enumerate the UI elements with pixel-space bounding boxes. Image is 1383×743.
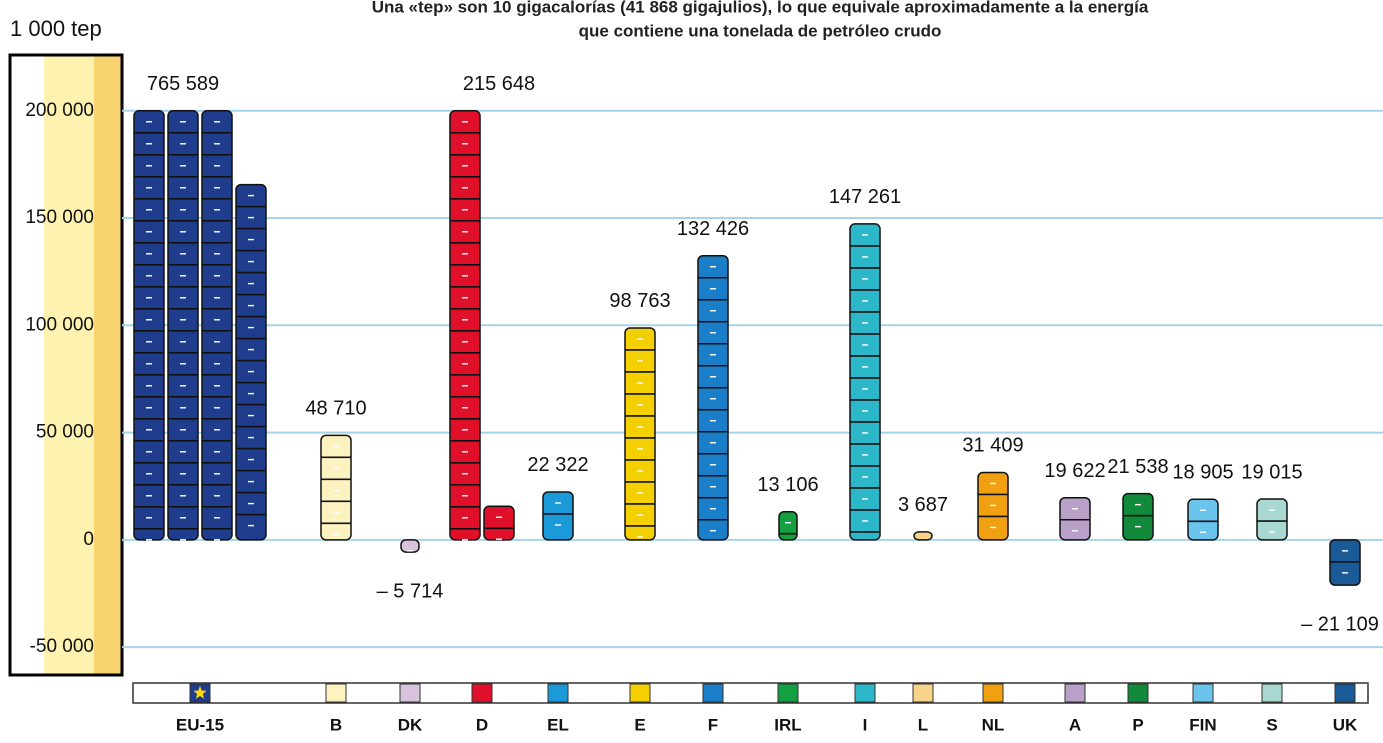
legend-label: FIN: [1189, 715, 1216, 734]
axis-stripe: [44, 55, 94, 675]
value-label: 215 648: [463, 73, 535, 95]
legend-swatch: [471, 683, 493, 703]
legend-label: E: [634, 715, 645, 734]
value-label: 18 905: [1172, 462, 1233, 484]
legend-label: L: [918, 715, 928, 734]
bar: [1122, 492, 1154, 541]
y-tick-label: -50 000: [30, 636, 94, 657]
legend-frame: [132, 682, 1369, 704]
value-label: 48 710: [305, 398, 366, 420]
y-tick-label: 100 000: [25, 314, 94, 335]
bar: [913, 531, 933, 541]
legend-star: [193, 686, 207, 699]
legend-label: DK: [398, 715, 423, 734]
bar: [201, 110, 233, 541]
value-label: 19 622: [1044, 460, 1105, 482]
value-label: 21 538: [1107, 456, 1168, 478]
bar: [778, 510, 798, 541]
bar: [167, 110, 199, 541]
y-tick-label: 200 000: [25, 100, 94, 121]
legend-label: EU-15: [176, 715, 224, 734]
legend-swatch: [1261, 683, 1283, 703]
legend-label: IRL: [774, 715, 801, 734]
value-label: – 5 714: [377, 580, 444, 602]
legend-swatch: [325, 683, 347, 703]
legend-swatch: [399, 683, 421, 703]
legend-label: UK: [1333, 715, 1358, 734]
legend-swatch: [1064, 683, 1086, 703]
bar: [624, 327, 656, 541]
axis-frame: [8, 53, 124, 677]
axis-stripe: [94, 55, 122, 675]
legend-label: P: [1132, 715, 1143, 734]
legend-swatch: [702, 683, 724, 703]
bar: [235, 183, 267, 541]
bar: [133, 110, 165, 541]
legend-label: B: [330, 715, 342, 734]
value-label: 3 687: [898, 494, 948, 516]
legend-label: EL: [547, 715, 569, 734]
legend-swatch: [777, 683, 799, 703]
bar: [483, 505, 515, 541]
legend-swatch: [629, 683, 651, 703]
legend-label: D: [476, 715, 488, 734]
legend-swatch: [547, 683, 569, 703]
legend-swatch: [1334, 683, 1356, 703]
bar: [1256, 498, 1288, 541]
bar: [697, 254, 729, 541]
chart-subtitle: que contiene una tonelada de petróleo cr…: [579, 21, 942, 40]
legend-label: I: [863, 715, 868, 734]
bar: [400, 539, 420, 553]
value-label: 765 589: [147, 73, 219, 95]
bar: [542, 491, 574, 541]
bar: [849, 223, 881, 541]
legend-label: A: [1069, 715, 1081, 734]
legend-label: NL: [982, 715, 1005, 734]
y-tick-label: 0: [83, 529, 94, 550]
chart-title: Una «tep» son 10 gigacalorías (41 868 gi…: [372, 0, 1149, 16]
value-label: 31 409: [962, 435, 1023, 457]
legend-swatch: [1127, 683, 1149, 703]
value-label: – 21 109: [1301, 613, 1379, 635]
value-label: 147 261: [829, 186, 901, 208]
value-label: 22 322: [527, 454, 588, 476]
bar: [449, 110, 481, 541]
legend-swatch: [854, 683, 876, 703]
value-label: 98 763: [609, 290, 670, 312]
legend-label: F: [708, 715, 718, 734]
value-label: 19 015: [1241, 461, 1302, 483]
legend-label: S: [1266, 715, 1277, 734]
y-tick-label: 50 000: [36, 422, 94, 443]
value-label: 132 426: [677, 218, 749, 240]
value-label: 13 106: [757, 474, 818, 496]
legend-swatch: [1192, 683, 1214, 703]
y-tick-label: 150 000: [25, 207, 94, 228]
legend-swatch: [982, 683, 1004, 703]
bar: [1187, 498, 1219, 541]
legend-swatch: [912, 683, 934, 703]
y-axis-label: 1 000 tep: [10, 16, 102, 41]
bar: [320, 434, 352, 541]
bar: [1059, 496, 1091, 541]
